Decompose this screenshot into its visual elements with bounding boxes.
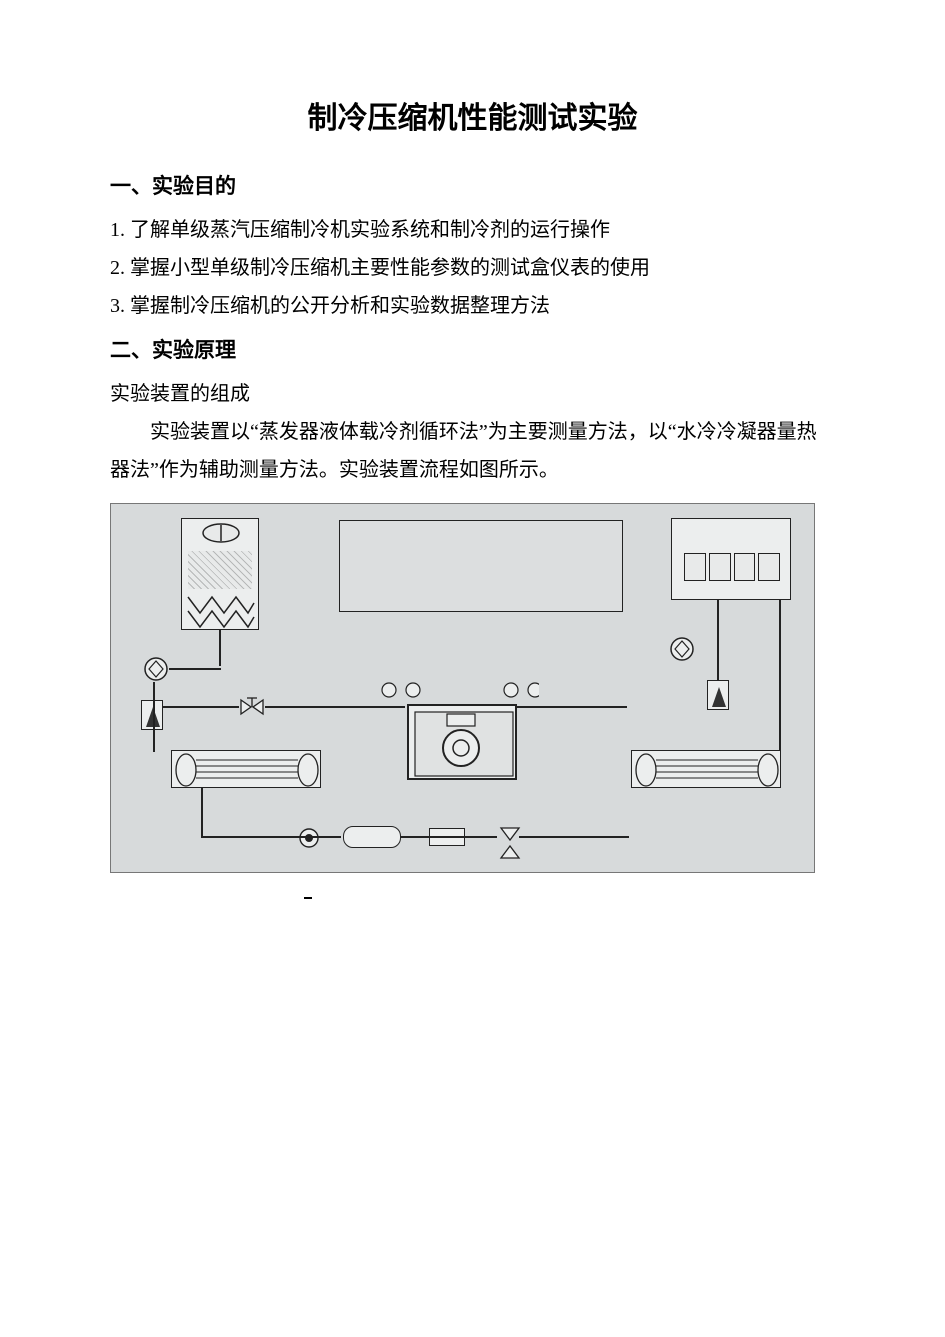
gauges-icon <box>379 680 539 700</box>
receiver <box>343 826 401 848</box>
formula-fraction <box>304 897 312 899</box>
pipe-11 <box>519 836 629 838</box>
pipe-8 <box>779 600 781 750</box>
tank-heater-2 <box>709 553 731 581</box>
formula-numerator <box>304 897 312 899</box>
pipe-12 <box>201 788 203 836</box>
cooling-tower-fill-icon <box>188 551 252 589</box>
tank-heater-3 <box>734 553 756 581</box>
diagram-frame <box>110 503 815 873</box>
pipe-7 <box>717 600 719 680</box>
sight-glass-icon <box>297 826 321 850</box>
s1-item-1: 1. 了解单级蒸汽压缩制冷机实验系统和制冷剂的运行操作 <box>110 211 835 249</box>
pipe-6 <box>517 706 627 708</box>
pipe-5 <box>265 706 405 708</box>
formula-body <box>300 897 320 899</box>
pipe-9 <box>201 836 341 838</box>
evaporator <box>631 750 781 788</box>
formula-16-1 <box>110 897 835 899</box>
water-tank <box>671 518 791 600</box>
pipe-1 <box>219 630 221 666</box>
s2-para-1: 实验装置以“蒸发器液体载冷剂循环法”为主要测量方法，以“水冷冷凝器量热器法”作为… <box>110 413 835 489</box>
figure-1 <box>110 503 835 873</box>
tank-heater-1 <box>684 553 706 581</box>
pipe-2 <box>169 668 221 670</box>
pipe-3 <box>153 682 155 752</box>
chilled-pump-icon <box>667 634 697 664</box>
throttle-valve-icon <box>499 824 521 862</box>
pipe-4 <box>163 706 239 708</box>
condenser <box>171 750 321 788</box>
evaporator-tubes-icon <box>632 751 782 789</box>
section-2-heading: 二、实验原理 <box>110 331 835 371</box>
flowmeter-2 <box>707 680 729 710</box>
hand-valve-1-icon <box>239 696 265 718</box>
flowmeter-1 <box>141 700 163 730</box>
s2-line-1: 实验装置的组成 <box>110 375 835 413</box>
compressor-icon <box>409 706 519 782</box>
cooling-pump-icon <box>141 654 171 684</box>
cooling-tower-fan-icon <box>182 519 260 549</box>
section-1-heading: 一、实验目的 <box>110 167 835 207</box>
condenser-tubes-icon <box>172 751 322 789</box>
cooling-tower-body <box>181 518 259 630</box>
document-title: 制冷压缩机性能测试实验 <box>110 90 835 147</box>
s1-item-3: 3. 掌握制冷压缩机的公开分析和实验数据整理方法 <box>110 287 835 325</box>
legend-box <box>339 520 623 612</box>
compressor <box>407 704 517 780</box>
pipe-10 <box>401 836 497 838</box>
tank-heater-4 <box>758 553 780 581</box>
s1-item-2: 2. 掌握小型单级制冷压缩机主要性能参数的测试盒仪表的使用 <box>110 249 835 287</box>
flowmeter-2-icon <box>708 681 730 711</box>
cooling-tower-chevrons-icon <box>182 589 260 629</box>
document-page: 制冷压缩机性能测试实验 一、实验目的 1. 了解单级蒸汽压缩制冷机实验系统和制冷… <box>0 0 945 1337</box>
